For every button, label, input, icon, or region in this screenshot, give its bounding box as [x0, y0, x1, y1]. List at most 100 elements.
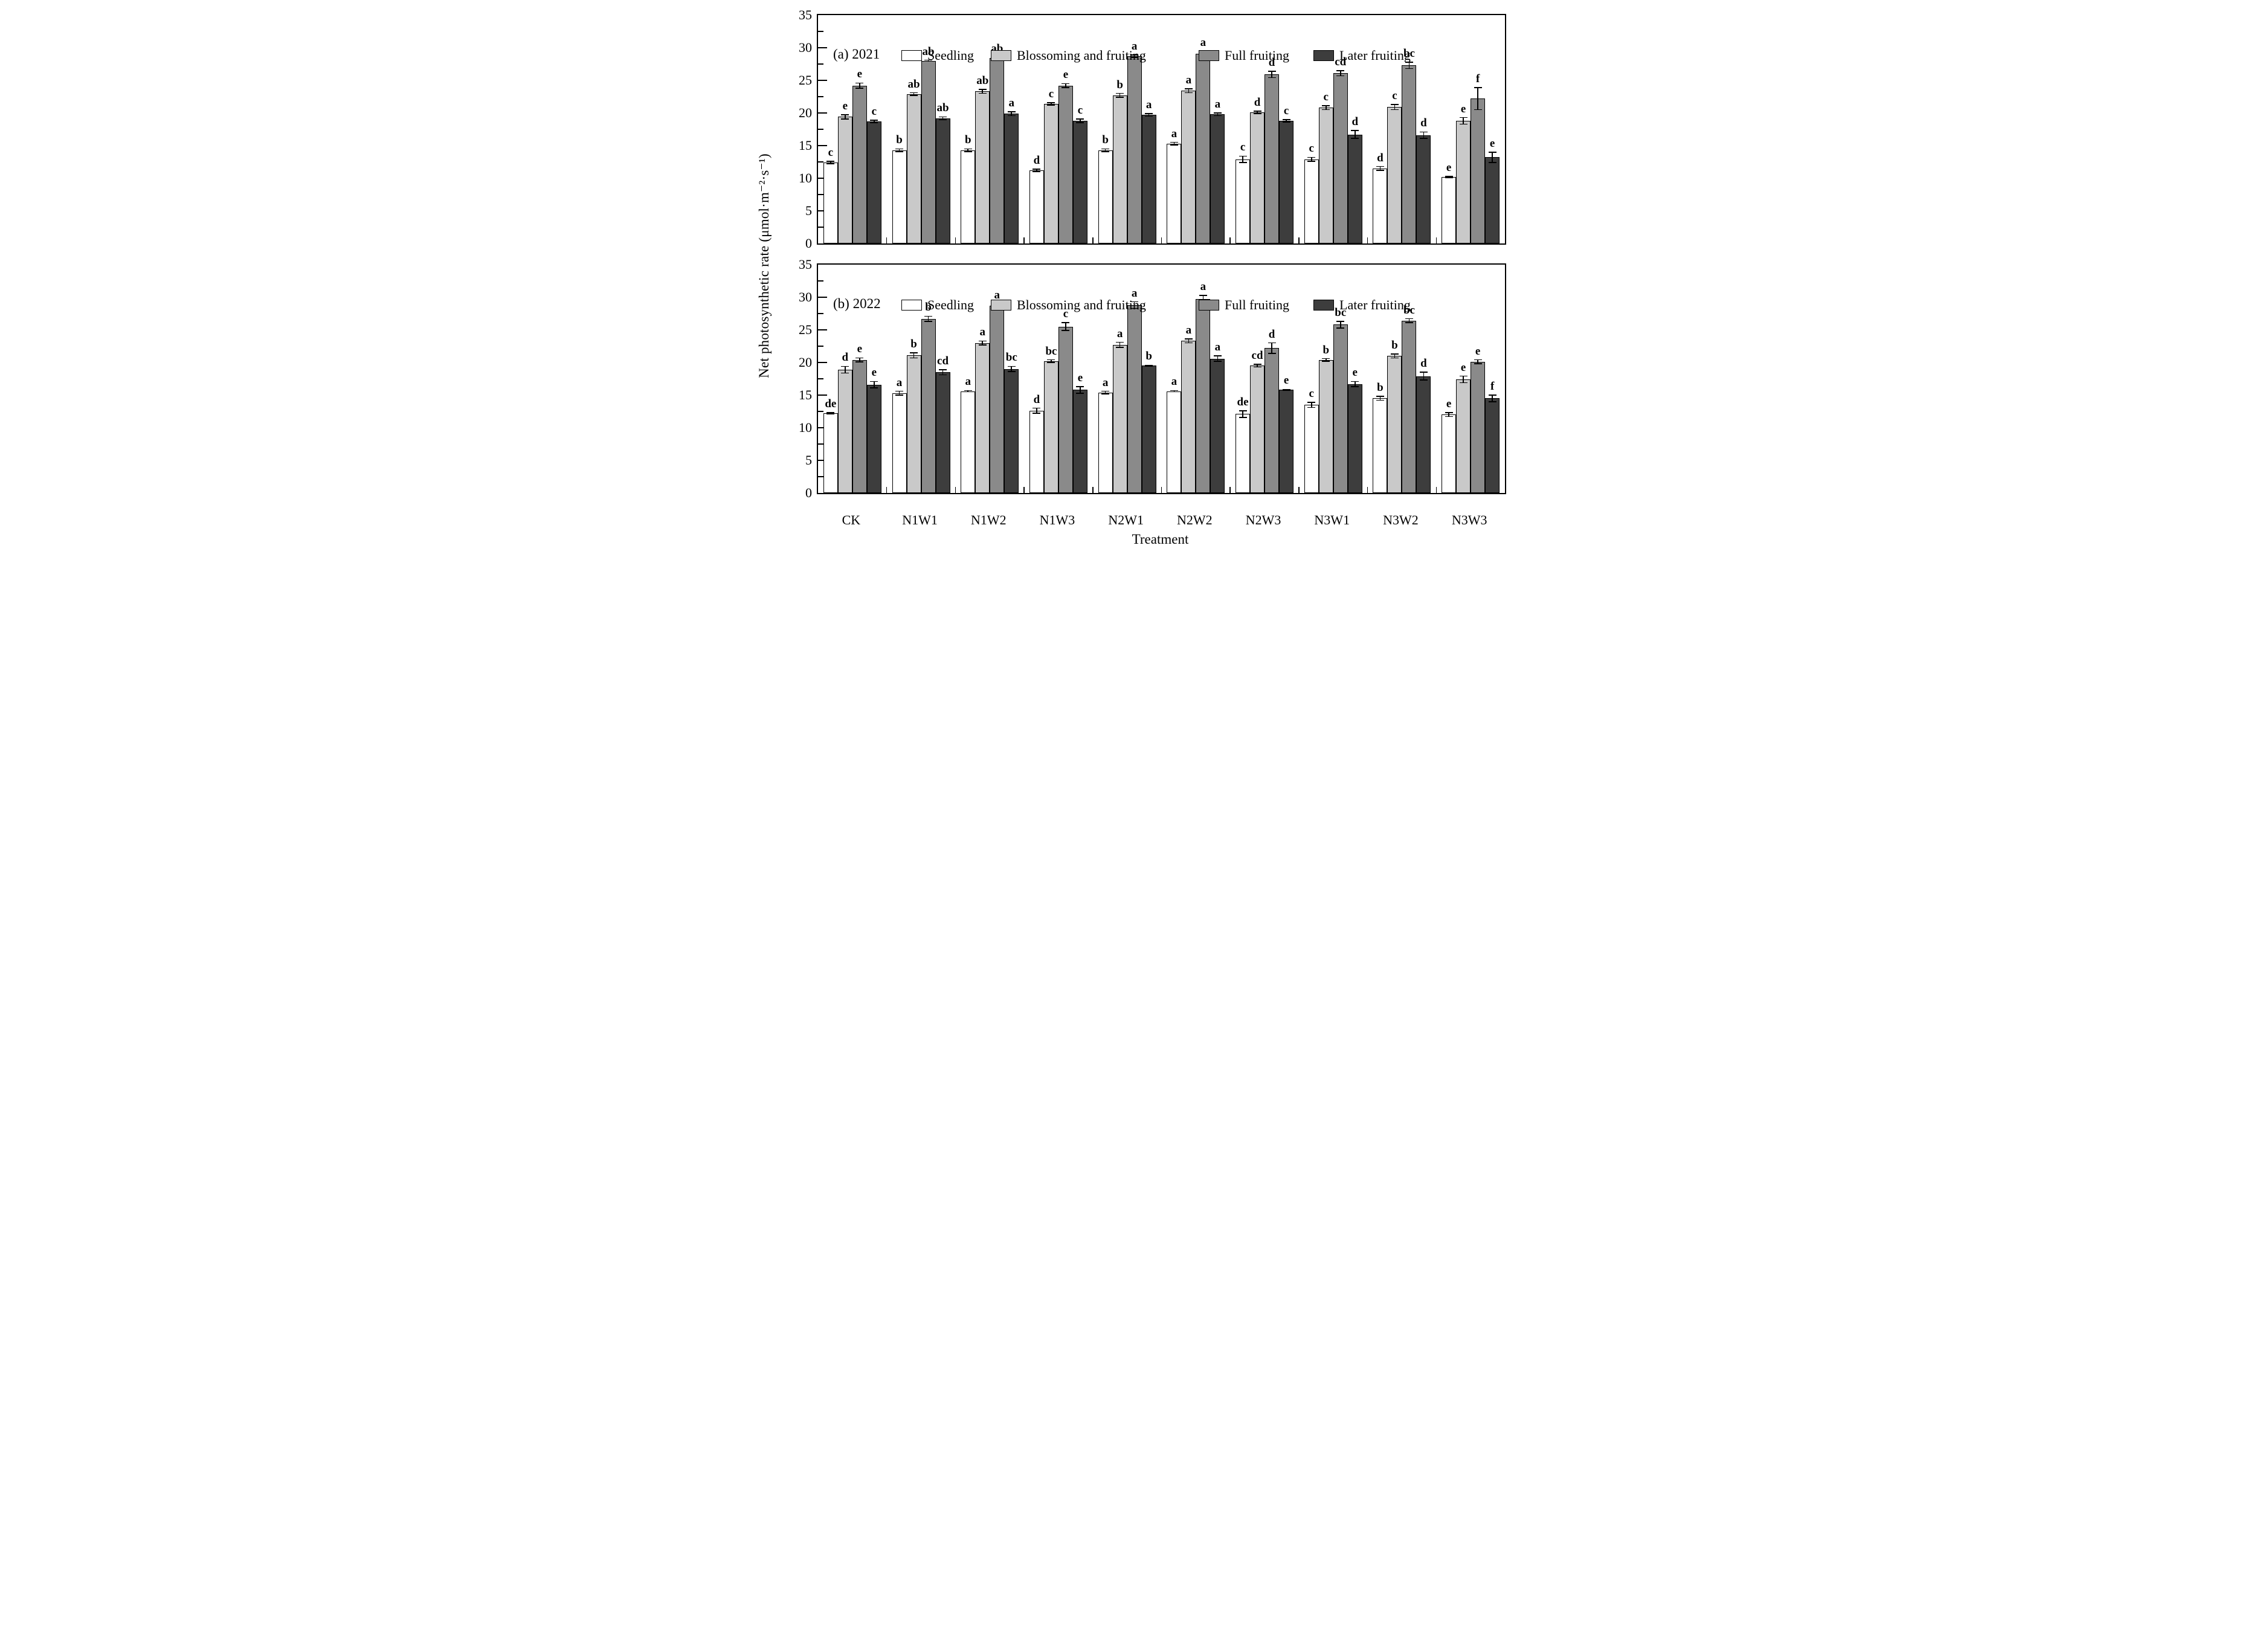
error-bar-cap: [1076, 118, 1084, 120]
y-axis-tick: [818, 210, 827, 211]
error-bar-cap: [1488, 162, 1496, 163]
legend-swatch: [1199, 300, 1219, 311]
bar: [961, 391, 976, 493]
error-bar: [1257, 364, 1258, 367]
bar: [1210, 114, 1225, 243]
legend-item: Blossoming and fruiting: [991, 48, 1146, 63]
significance-letter: bc: [1335, 306, 1347, 319]
error-bar-cap: [855, 88, 864, 89]
error-bar-cap: [1213, 361, 1222, 362]
x-category-label: N1W2: [970, 512, 1007, 527]
bar: [1058, 85, 1073, 243]
significance-letter: ab: [976, 74, 989, 88]
error-bar-cap: [1101, 393, 1110, 395]
significance-letter: a: [1131, 39, 1138, 53]
error-bar: [942, 117, 944, 120]
error-bar: [1271, 343, 1272, 353]
error-bar-cap: [1405, 68, 1413, 69]
error-bar-cap: [1336, 321, 1345, 322]
bar: [1043, 103, 1058, 243]
error-bar: [859, 83, 860, 88]
y-tick-label: 20: [799, 355, 812, 370]
significance-letter: c: [1309, 387, 1314, 400]
significance-letter: de: [1237, 395, 1249, 408]
error-bar-cap: [1459, 123, 1467, 125]
error-bar-cap: [1282, 390, 1290, 391]
significance-letter: ab: [936, 101, 949, 115]
error-bar-cap: [939, 116, 947, 118]
y-axis-minor-tick: [818, 161, 823, 163]
bar: [1304, 405, 1319, 493]
error-bar: [913, 352, 915, 358]
legend-swatch: [1313, 300, 1334, 311]
error-bar: [1257, 111, 1258, 114]
error-bar: [982, 89, 984, 94]
significance-letter: d: [1033, 393, 1040, 406]
x-category-label: N2W2: [1177, 512, 1213, 527]
error-bar: [982, 341, 984, 345]
error-bar: [1051, 102, 1052, 106]
figure: Net photosynthetic rate (μmol·m⁻²·s⁻¹) (…: [750, 0, 1518, 553]
significance-letter: a: [1185, 74, 1192, 87]
bar: [1029, 410, 1044, 493]
error-bar-cap: [1351, 386, 1359, 387]
significance-letter: ab: [907, 77, 920, 91]
error-bar-cap: [1033, 407, 1041, 409]
error-bar-cap: [1336, 327, 1345, 329]
significance-letter: b: [1102, 134, 1109, 147]
error-bar-cap: [1076, 386, 1084, 387]
error-bar-cap: [1145, 115, 1153, 117]
x-axis-tick: [1298, 237, 1300, 243]
significance-letter: e: [1460, 102, 1466, 115]
x-axis-tick: [955, 487, 956, 493]
y-tick-label: 35: [799, 257, 812, 272]
significance-letter: d: [1268, 327, 1275, 341]
significance-letter: e: [1063, 68, 1069, 82]
bar: [1250, 112, 1265, 243]
bar: [1347, 384, 1362, 493]
error-bar: [942, 369, 944, 375]
bar: [1264, 74, 1280, 243]
legend-label: Blossoming and fruiting: [1017, 297, 1146, 312]
error-bar-cap: [1007, 111, 1016, 112]
significance-letter: d: [1351, 115, 1359, 129]
y-axis-tick: [818, 178, 827, 179]
error-bar: [1173, 390, 1175, 392]
significance-letter: c: [1392, 89, 1397, 102]
legend-label: Seedling: [927, 48, 974, 63]
error-bar-cap: [1459, 117, 1467, 118]
error-bar-cap: [1351, 138, 1359, 139]
significance-letter: a: [1171, 375, 1177, 388]
significance-letter: a: [1102, 376, 1109, 389]
error-bar-cap: [1419, 131, 1428, 133]
significance-letter: b: [964, 134, 971, 147]
error-bar: [1148, 114, 1150, 117]
error-bar-cap: [1145, 364, 1153, 366]
error-bar: [927, 60, 929, 62]
error-bar-cap: [1459, 375, 1467, 377]
error-bar-cap: [1419, 379, 1428, 381]
x-category-labels: CK N1W1 N1W2 N1W3 N2W1 N2W2 N2W3 N3W1 N3W2 N3W3: [817, 512, 1504, 528]
error-bar-cap: [1419, 138, 1428, 139]
bar: [1373, 398, 1388, 493]
error-bar-cap: [826, 161, 835, 162]
y-axis-minor-tick: [818, 194, 823, 195]
significance-letter: b: [1391, 338, 1398, 352]
error-bar-cap: [1062, 87, 1070, 88]
error-bar-cap: [1062, 83, 1070, 85]
x-axis-tick: [1023, 237, 1025, 243]
bar: [1456, 120, 1471, 243]
error-bar: [1119, 342, 1121, 348]
plot-area: (a) 2021 c b b d b a c c d e e ab ab c b a d c c e e ab ab e a a d…: [817, 14, 1506, 245]
error-bar-cap: [1253, 113, 1261, 114]
error-bar: [1104, 149, 1106, 152]
bar: [1112, 95, 1127, 243]
legend-swatch: [991, 50, 1011, 61]
significance-letter: d: [1254, 95, 1261, 109]
error-bar-cap: [1130, 308, 1139, 309]
bar: [1098, 392, 1113, 493]
error-bar-cap: [1488, 401, 1496, 402]
significance-letter: e: [1446, 161, 1452, 174]
error-bar-cap: [939, 369, 947, 370]
error-bar-cap: [870, 122, 878, 123]
